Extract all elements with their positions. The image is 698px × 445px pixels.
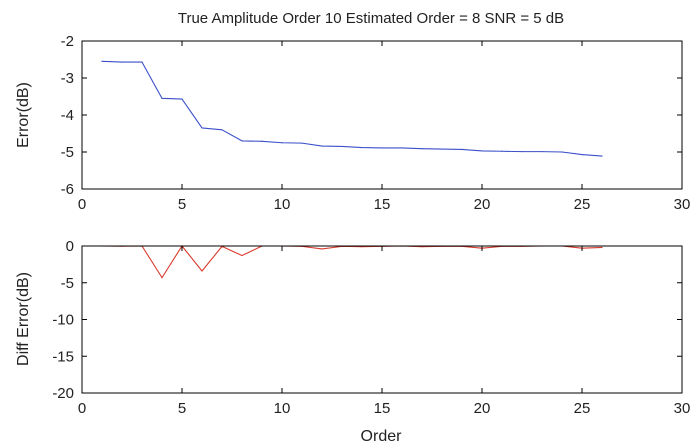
y-tick-label: -4 — [61, 107, 74, 124]
data-point — [381, 147, 383, 149]
data-point — [101, 60, 103, 62]
data-point — [461, 148, 463, 151]
y-tick-label: 0 — [66, 238, 74, 255]
x-tick-label: 20 — [474, 400, 491, 417]
x-tick-label: 10 — [274, 400, 291, 417]
data-point — [161, 277, 163, 279]
error-plot: True Amplitude Order 10 Estimated Order … — [15, 10, 690, 213]
y-tick-label: -10 — [52, 312, 74, 329]
data-point — [241, 140, 243, 142]
data-point — [341, 145, 343, 148]
x-tick-label: 5 — [178, 196, 186, 213]
data-point — [261, 140, 263, 142]
data-point — [321, 145, 323, 147]
data-point — [541, 151, 543, 153]
data-point — [521, 151, 523, 153]
x-tick-label: 30 — [674, 196, 691, 213]
x-tick-label: 15 — [374, 400, 391, 417]
y-axis-label: Error(dB) — [15, 82, 32, 148]
x-tick-label: 15 — [374, 196, 391, 213]
data-point — [501, 150, 503, 152]
data-point — [421, 148, 423, 150]
data-point — [581, 153, 583, 156]
data-point — [241, 254, 243, 257]
x-tick-label: 10 — [274, 196, 291, 213]
diff-error-plot: Diff Error(dB) Order 0 5 10 15 20 25 30 -20 -15 -… — [15, 238, 690, 445]
data-point — [181, 98, 183, 100]
x-tick-label: 25 — [574, 400, 591, 417]
data-point — [201, 270, 203, 272]
plot-title: True Amplitude Order 10 Estimated Order … — [178, 10, 564, 27]
y-axis-label: Diff Error(dB) — [15, 272, 32, 366]
y-tick-label: -15 — [52, 348, 74, 365]
x-tick-label: 20 — [474, 196, 491, 213]
x-tick-label: 5 — [178, 400, 186, 417]
data-point — [161, 97, 163, 99]
data-point — [481, 150, 483, 152]
y-tick-label: -5 — [61, 144, 74, 161]
data-point — [401, 147, 403, 149]
series-line — [101, 60, 603, 157]
y-tick-label: -5 — [61, 275, 74, 292]
data-point — [121, 61, 123, 63]
data-point — [441, 148, 443, 150]
y-tick-label: -20 — [52, 385, 74, 402]
data-point — [201, 127, 203, 129]
data-point — [301, 142, 303, 144]
data-point — [141, 61, 143, 63]
data-point — [561, 151, 563, 153]
x-tick-label: 25 — [574, 196, 591, 213]
x-tick-label: 0 — [78, 400, 86, 417]
data-point — [221, 129, 223, 131]
x-axis-label: Order — [361, 428, 403, 445]
y-tick-label: -3 — [61, 70, 74, 87]
data-point — [281, 142, 283, 144]
data-point — [361, 146, 363, 149]
y-tick-label: -2 — [61, 33, 74, 50]
y-tick-label: -6 — [61, 181, 74, 198]
x-tick-label: 30 — [674, 400, 691, 417]
x-tick-label: 0 — [78, 196, 86, 213]
data-point — [601, 246, 603, 249]
data-point — [601, 155, 603, 157]
data-point — [321, 248, 323, 250]
